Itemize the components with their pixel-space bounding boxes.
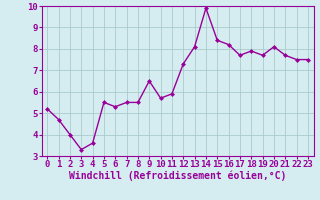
X-axis label: Windchill (Refroidissement éolien,°C): Windchill (Refroidissement éolien,°C) bbox=[69, 171, 286, 181]
